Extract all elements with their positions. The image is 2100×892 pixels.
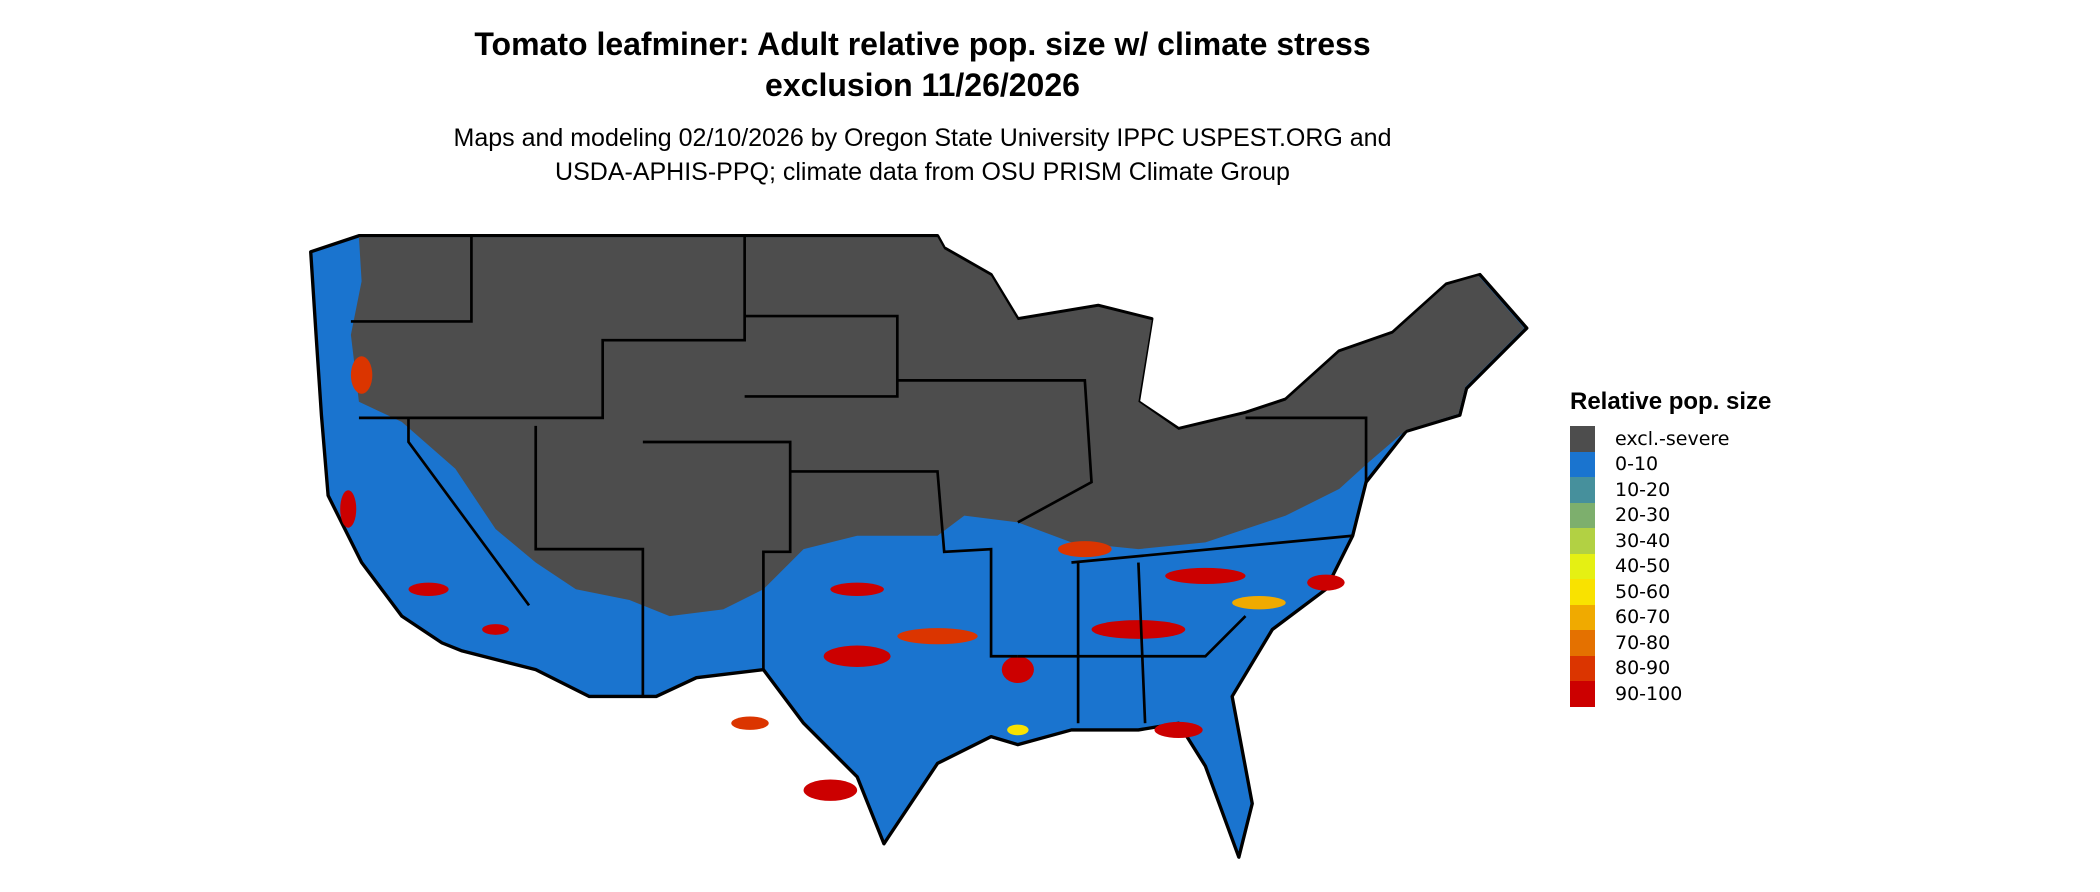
legend-swatch — [1570, 604, 1595, 630]
legend-label: 10-20 — [1615, 478, 1671, 501]
legend-item: 30-40 — [1570, 528, 1771, 554]
legend-label: 50-60 — [1615, 580, 1671, 603]
legend-label: 0-10 — [1615, 453, 1659, 476]
legend-label: 60-70 — [1615, 606, 1671, 629]
legend-item: 0-10 — [1570, 451, 1771, 477]
legend-swatch — [1570, 681, 1595, 707]
state-borders — [350, 235, 1368, 724]
legend-swatch — [1570, 579, 1595, 605]
legend-item: excl.-severe — [1570, 426, 1771, 452]
legend: Relative pop. size excl.-severe 0-10 10-20… — [1570, 388, 1771, 707]
map-title-line2: exclusion 11/26/2026 — [765, 67, 1080, 103]
map-subtitle-line1: Maps and modeling 02/10/2026 by Oregon S… — [453, 124, 1392, 152]
legend-item: 40-50 — [1570, 553, 1771, 579]
legend-swatch — [1570, 502, 1595, 528]
legend-item: 10-20 — [1570, 477, 1771, 503]
legend-label: 20-30 — [1615, 504, 1671, 527]
legend-swatch — [1570, 528, 1595, 554]
map-title-line1: Tomato leafminer: Adult relative pop. si… — [474, 26, 1371, 62]
legend-swatch — [1570, 451, 1595, 477]
legend-item: 50-60 — [1570, 579, 1771, 605]
legend-label: 30-40 — [1615, 529, 1671, 552]
legend-swatch — [1570, 630, 1595, 656]
legend-label: excl.-severe — [1615, 427, 1730, 450]
legend-item: 70-80 — [1570, 630, 1771, 656]
legend-item: 80-90 — [1570, 655, 1771, 681]
legend-label: 40-50 — [1615, 555, 1671, 578]
legend-label: 70-80 — [1615, 631, 1671, 654]
legend-item: 90-100 — [1570, 681, 1771, 707]
legend-title: Relative pop. size — [1570, 388, 1772, 415]
legend-item: 20-30 — [1570, 502, 1771, 528]
map-subtitle-line2: USDA-APHIS-PPQ; climate data from OSU PR… — [555, 158, 1290, 186]
legend-label: 90-100 — [1615, 682, 1683, 705]
legend-swatch — [1570, 426, 1595, 452]
legend-item: 60-70 — [1570, 604, 1771, 630]
legend-swatch — [1570, 655, 1595, 681]
legend-swatch — [1570, 553, 1595, 579]
hotspots — [340, 356, 1345, 801]
excluded-region — [350, 237, 1525, 617]
legend-label: 80-90 — [1615, 657, 1671, 680]
legend-swatch — [1570, 477, 1595, 503]
